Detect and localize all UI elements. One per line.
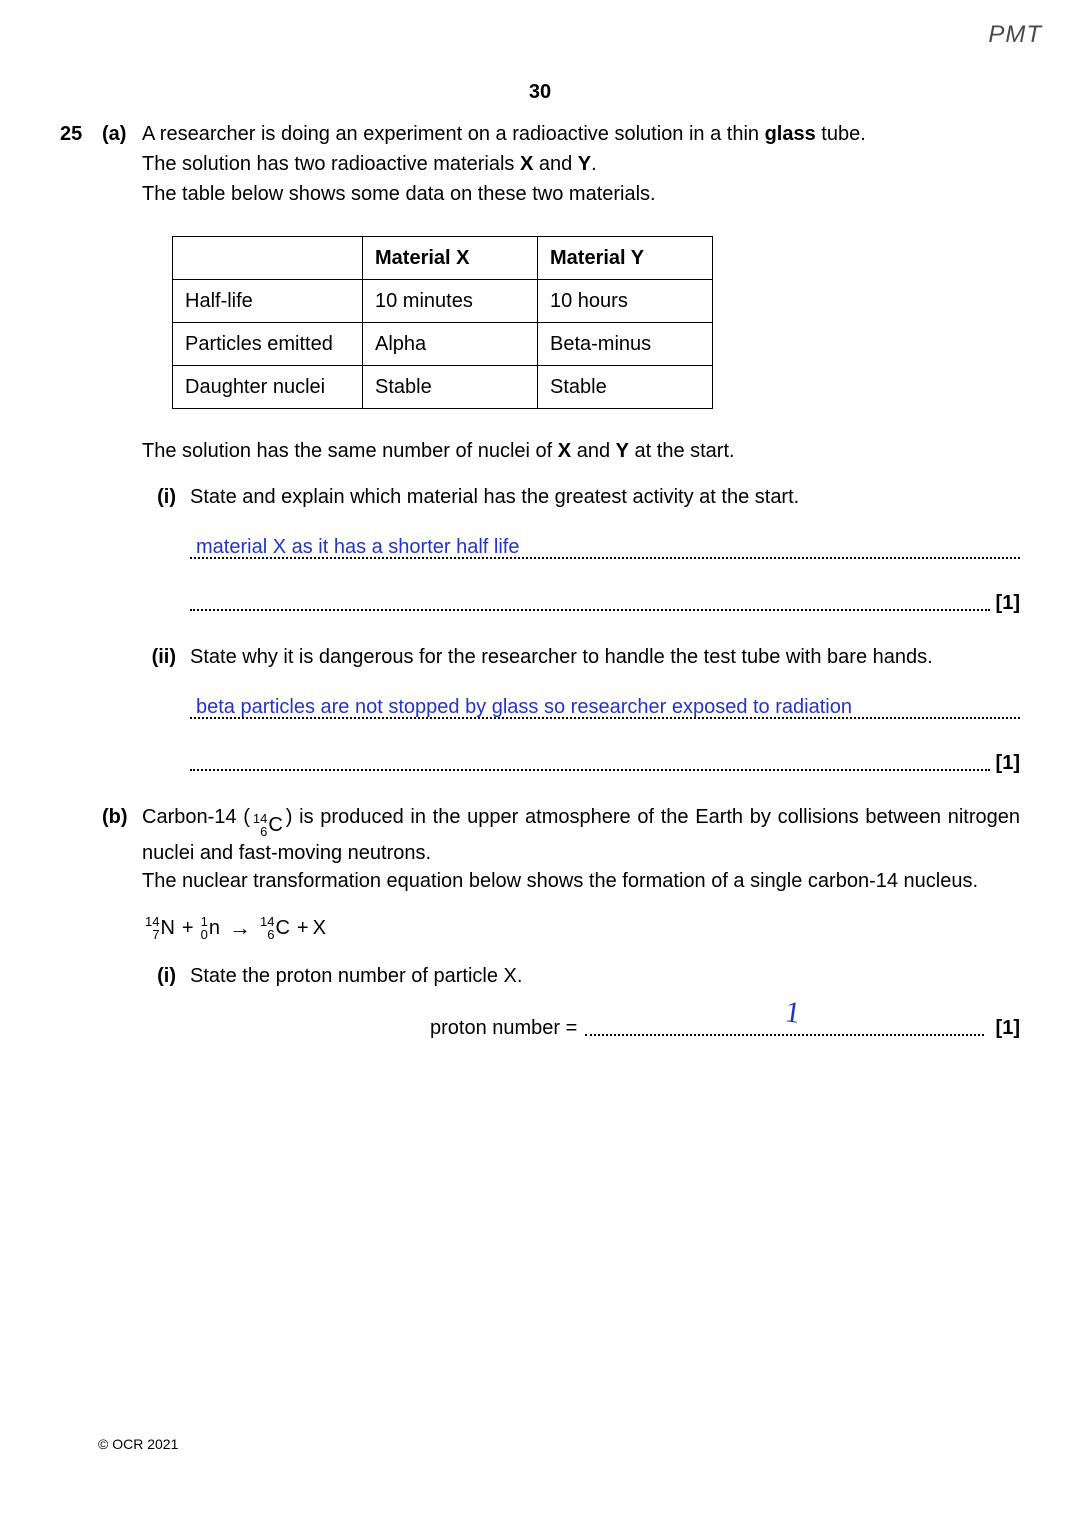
handwritten-answer-i: material X as it has a shorter half life: [196, 533, 519, 561]
intro-line-1: A researcher is doing an experiment on a…: [142, 120, 1020, 148]
part-b-label: (b): [102, 803, 142, 1042]
arrow-icon: →: [229, 913, 251, 944]
nuclide-c14: 146C: [260, 914, 290, 942]
table-header-x: Material X: [363, 237, 538, 280]
table-header-row: Material X Material Y: [173, 237, 713, 280]
mark-bi: [1]: [990, 1014, 1020, 1042]
table-row: Particles emitted Alpha Beta-minus: [173, 323, 713, 366]
nuclide-neutron: 10n: [201, 914, 220, 942]
handwritten-proton-answer: 1: [782, 991, 803, 1035]
handwritten-answer-ii: beta particles are not stopped by glass …: [196, 693, 852, 721]
materials-table: Material X Material Y Half-life 10 minut…: [172, 236, 713, 409]
page-number: 30: [0, 0, 1080, 106]
after-table-text: The solution has the same number of nucl…: [142, 437, 1020, 465]
sub-bi-label: (i): [142, 962, 190, 1042]
intro-line-2: The solution has two radioactive materia…: [142, 150, 1020, 178]
table-header-y: Material Y: [538, 237, 713, 280]
sub-ii-question: State why it is dangerous for the resear…: [190, 643, 1020, 671]
part-b-text: Carbon-14 (146C) is produced in the uppe…: [142, 803, 1020, 867]
sub-ii-label: (ii): [142, 643, 190, 777]
sub-i-label: (i): [142, 483, 190, 617]
table-row: Daughter nuclei Stable Stable: [173, 366, 713, 409]
sub-bi-question: State the proton number of particle X.: [190, 962, 1020, 990]
proton-number-label: proton number =: [190, 1014, 577, 1042]
answer-line-mark: [1]: [190, 749, 1020, 777]
table-header-blank: [173, 237, 363, 280]
question-number: 25: [60, 120, 102, 777]
sub-i-question: State and explain which material has the…: [190, 483, 1020, 511]
intro-line-3: The table below shows some data on these…: [142, 180, 1020, 208]
table-row: Half-life 10 minutes 10 hours: [173, 280, 713, 323]
nuclide-n14: 147N: [145, 914, 175, 942]
question-content: 25 (a) A researcher is doing an experime…: [0, 106, 1080, 1042]
copyright: © OCR 2021: [98, 1435, 178, 1455]
mark-i: [1]: [990, 589, 1020, 617]
watermark: PMT: [988, 18, 1042, 52]
part-b-text2: The nuclear transformation equation belo…: [142, 867, 1020, 895]
mark-ii: [1]: [990, 749, 1020, 777]
proton-number-row: proton number = 1 [1]: [190, 1014, 1020, 1042]
nuclear-equation: 147N + 10n → 146C + X: [142, 913, 1020, 944]
part-a-label: (a): [102, 120, 142, 777]
answer-line-mark: [1]: [190, 589, 1020, 617]
nuclide-c14-inline: 146C: [253, 811, 283, 839]
answer-line: material X as it has a shorter half life: [190, 537, 1020, 563]
answer-line: beta particles are not stopped by glass …: [190, 697, 1020, 723]
